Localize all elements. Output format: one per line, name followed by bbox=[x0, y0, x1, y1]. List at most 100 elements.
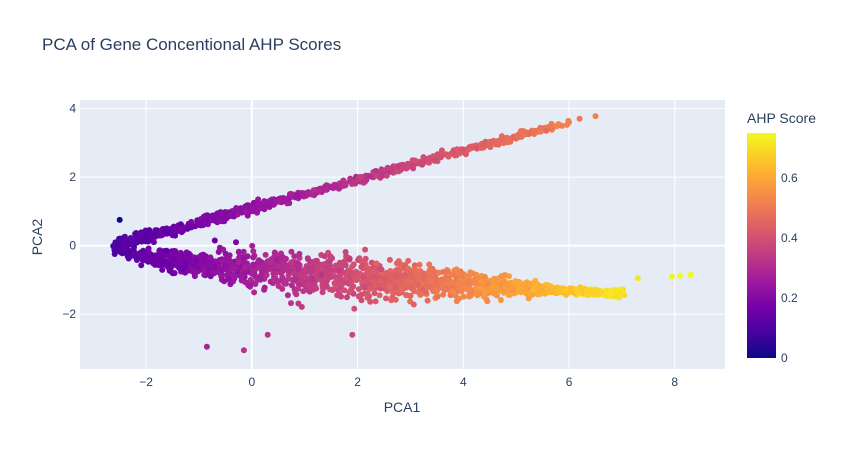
data-point bbox=[207, 254, 214, 261]
data-point bbox=[364, 280, 371, 286]
data-point bbox=[269, 198, 276, 205]
data-point bbox=[669, 273, 676, 280]
data-point bbox=[160, 254, 167, 261]
data-point bbox=[426, 261, 433, 268]
data-point bbox=[425, 270, 432, 277]
data-point bbox=[351, 305, 358, 312]
data-point bbox=[307, 281, 314, 288]
data-point bbox=[254, 209, 260, 216]
grid-lines bbox=[80, 100, 725, 369]
data-point bbox=[358, 297, 365, 304]
data-point bbox=[431, 157, 438, 164]
data-point bbox=[395, 258, 402, 265]
data-point bbox=[124, 249, 131, 256]
data-point bbox=[388, 165, 395, 172]
x-tick-label: 2 bbox=[354, 375, 361, 389]
data-point bbox=[301, 192, 308, 199]
data-point bbox=[240, 347, 247, 354]
data-point bbox=[460, 293, 467, 300]
data-point bbox=[276, 198, 283, 205]
data-point bbox=[188, 260, 195, 267]
data-point bbox=[279, 285, 286, 292]
data-point bbox=[386, 256, 393, 263]
data-point bbox=[539, 287, 546, 294]
data-point bbox=[259, 267, 266, 274]
data-point bbox=[215, 249, 222, 255]
data-point bbox=[341, 287, 348, 294]
data-point bbox=[329, 255, 335, 262]
data-point bbox=[231, 275, 238, 282]
data-point bbox=[263, 272, 270, 279]
data-point bbox=[437, 154, 444, 161]
data-point bbox=[372, 298, 379, 305]
data-point bbox=[505, 292, 512, 298]
data-point bbox=[184, 267, 191, 274]
data-point bbox=[479, 143, 485, 150]
data-point bbox=[241, 264, 248, 271]
data-point bbox=[490, 137, 497, 144]
data-point bbox=[422, 288, 429, 295]
data-point bbox=[262, 251, 269, 258]
data-point bbox=[227, 211, 234, 218]
data-point bbox=[150, 239, 157, 246]
data-point bbox=[201, 218, 207, 225]
data-point bbox=[149, 255, 156, 262]
data-point bbox=[218, 210, 225, 217]
data-point bbox=[316, 188, 323, 195]
x-tick-label: −2 bbox=[139, 375, 153, 389]
data-point bbox=[250, 261, 257, 268]
data-point bbox=[412, 157, 419, 164]
data-point bbox=[520, 285, 527, 292]
data-point bbox=[203, 343, 210, 350]
data-point bbox=[238, 273, 245, 280]
data-point bbox=[159, 266, 166, 273]
data-point bbox=[271, 249, 278, 256]
data-point bbox=[427, 283, 434, 290]
data-point bbox=[338, 263, 345, 270]
data-point bbox=[310, 187, 317, 194]
data-point bbox=[232, 266, 238, 272]
data-point bbox=[332, 262, 339, 269]
colorbar-ticks: 0 0.2 0.4 0.6 bbox=[781, 171, 798, 365]
data-point bbox=[256, 202, 263, 208]
data-point bbox=[242, 279, 249, 286]
data-point bbox=[477, 285, 484, 292]
data-point bbox=[200, 251, 207, 258]
colorbar-tick-label: 0.2 bbox=[781, 291, 798, 305]
data-point bbox=[562, 287, 569, 294]
data-point bbox=[548, 283, 555, 290]
data-point bbox=[172, 256, 179, 263]
data-point bbox=[449, 288, 456, 295]
data-point bbox=[597, 289, 604, 296]
data-point bbox=[221, 278, 228, 285]
data-point bbox=[359, 278, 366, 285]
data-point bbox=[227, 281, 234, 288]
data-point bbox=[171, 270, 178, 277]
data-point bbox=[497, 297, 504, 303]
data-point bbox=[295, 266, 302, 273]
data-point bbox=[291, 253, 298, 260]
data-point bbox=[355, 286, 362, 293]
data-point bbox=[350, 283, 357, 290]
data-point bbox=[440, 291, 447, 298]
data-point bbox=[264, 331, 271, 338]
data-point bbox=[509, 287, 516, 294]
data-point bbox=[288, 248, 295, 255]
data-point bbox=[205, 271, 212, 278]
data-point bbox=[677, 272, 684, 279]
data-point bbox=[575, 289, 582, 296]
data-point bbox=[424, 297, 431, 304]
data-point bbox=[400, 162, 407, 168]
data-point bbox=[226, 257, 233, 264]
data-point bbox=[372, 167, 379, 174]
data-point bbox=[282, 197, 289, 204]
data-point bbox=[374, 274, 381, 281]
data-point bbox=[484, 298, 491, 305]
x-tick-label: 0 bbox=[248, 375, 255, 389]
data-point bbox=[340, 182, 347, 189]
x-axis-label: PCA1 bbox=[384, 399, 421, 415]
data-point bbox=[273, 257, 280, 264]
data-point bbox=[240, 248, 247, 255]
data-point bbox=[305, 256, 312, 263]
data-point bbox=[418, 160, 425, 167]
